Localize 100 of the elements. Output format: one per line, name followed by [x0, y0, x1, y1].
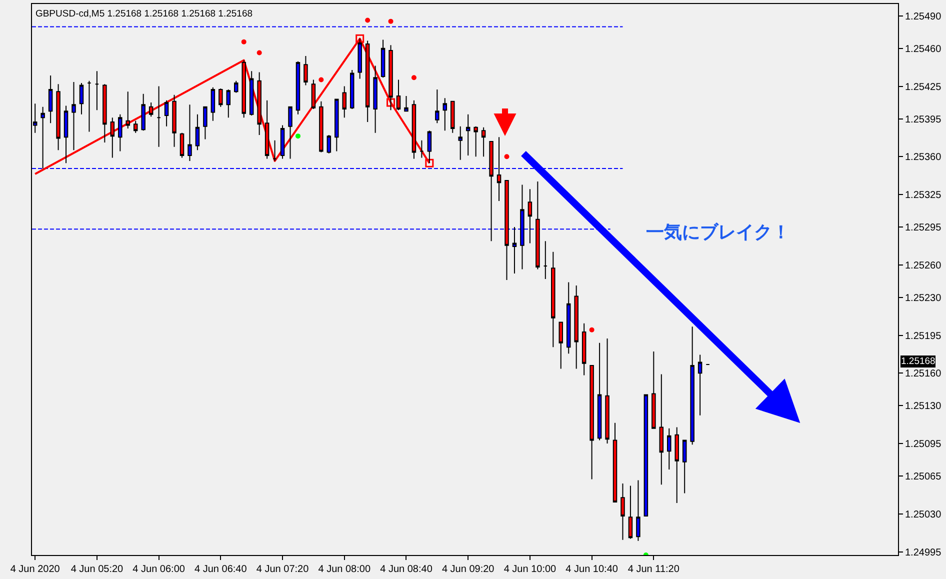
candlestick: [172, 94, 176, 148]
candlestick: [326, 134, 332, 154]
candlestick: [203, 106, 208, 140]
candlestick: [133, 120, 138, 134]
x-tick-label: 4 Jun 07:20: [256, 564, 310, 575]
candlestick: [102, 84, 107, 144]
candlestick: [674, 426, 679, 504]
point: [589, 327, 594, 332]
candlestick: [620, 483, 625, 540]
candlestick: [380, 39, 386, 78]
candlestick: [87, 80, 92, 132]
text: 1.25168: [901, 356, 936, 367]
candlestick: [280, 124, 285, 160]
candlestick: [195, 114, 200, 151]
x-tick-label: 4 Jun 08:00: [318, 564, 371, 575]
candlestick: [164, 100, 169, 127]
point: [365, 18, 370, 23]
candlestick: [272, 140, 277, 162]
y-tick-label: 1.25490: [905, 11, 942, 22]
point: [504, 154, 510, 160]
x-tick-label: 4 Jun 06:00: [132, 564, 186, 575]
candlestick: [226, 89, 231, 118]
candlestick: [296, 60, 300, 115]
candlestick: [180, 132, 184, 158]
point: [318, 77, 324, 82]
y-tick-label: 1.25325: [905, 190, 942, 202]
candlestick: [126, 91, 130, 129]
y-tick-label: 1.25130: [905, 401, 942, 412]
candlestick: [558, 322, 563, 370]
candlestick: [358, 38, 362, 80]
candlestick: [566, 282, 571, 354]
candlestick: [118, 114, 122, 152]
candlestick: [156, 86, 161, 148]
candlestick: [489, 140, 494, 242]
candlestick: [442, 98, 448, 132]
candlestick: [652, 350, 656, 429]
candlestick: [612, 422, 618, 502]
candlestick: [319, 100, 324, 153]
candlestick: [373, 65, 378, 134]
candlestick: [466, 114, 470, 156]
point: [356, 34, 364, 43]
candlestick: [304, 55, 308, 86]
candlestick: [481, 126, 486, 158]
x-tick-label: 4 Jun 08:40: [380, 564, 433, 575]
candlestick: [582, 322, 586, 376]
candlestick: [388, 44, 393, 111]
y-tick-label: 1.25065: [905, 471, 942, 482]
candlestick: [628, 485, 633, 540]
y-tick-label: 1.25395: [905, 114, 942, 126]
candlestick: [56, 84, 60, 151]
candlestick: [504, 180, 509, 281]
candlestick: [141, 93, 146, 132]
candlestick: [311, 79, 316, 110]
candlestick: [427, 130, 432, 164]
candlestick: [288, 106, 292, 160]
candlestick: [474, 126, 478, 158]
candlestick: [210, 86, 216, 122]
candlestick: [64, 105, 68, 164]
candlestick: [342, 86, 346, 118]
y-tick-label: 1.25030: [905, 509, 942, 520]
candlestick: [188, 104, 192, 162]
candlestick: [350, 70, 354, 110]
candlestick: [667, 428, 672, 470]
y-tick-label: 1.25195: [905, 330, 942, 342]
point: [241, 39, 246, 44]
x-tick-label: 4 Jun 06:40: [194, 564, 248, 575]
y-tick-label: 1.24995: [905, 547, 942, 558]
x-tick-label: 4 Jun 05:20: [70, 564, 124, 575]
y-tick-label: 1.25295: [905, 222, 942, 234]
point: [411, 75, 416, 80]
candlestick: [636, 480, 640, 542]
candlestick: [79, 82, 84, 115]
y-tick-label: 1.25360: [905, 152, 942, 164]
candlestick: [110, 117, 115, 158]
candlestick: [536, 181, 540, 270]
candlestick: [72, 81, 76, 151]
y-tick-label: 1.25460: [905, 44, 942, 55]
x-tick-label: 4 Jun 10:40: [566, 564, 618, 575]
candlestick: [605, 338, 610, 444]
candlestick: [404, 96, 408, 112]
y-tick-label: 1.25230: [905, 292, 942, 304]
candlestick: [551, 251, 556, 348]
point: [295, 134, 300, 139]
candlestick: [698, 354, 702, 416]
point: [256, 50, 262, 56]
point: [386, 98, 396, 107]
candlestick: [682, 440, 687, 494]
candlestick: [264, 100, 270, 160]
candlestick: [690, 326, 694, 446]
point: [425, 158, 434, 168]
candlestick: [458, 126, 462, 160]
point: [388, 18, 394, 24]
candlestick: [257, 72, 262, 136]
candlestick: [528, 188, 532, 244]
candlestick: [94, 70, 100, 111]
x-tick-label: 4 Jun 10:00: [504, 564, 557, 575]
x-tick-label: 4 Jun 2020: [10, 564, 60, 575]
x-tick-label: 4 Jun 09:20: [442, 564, 495, 575]
candlestick: [242, 60, 246, 118]
candlestick: [644, 394, 648, 517]
